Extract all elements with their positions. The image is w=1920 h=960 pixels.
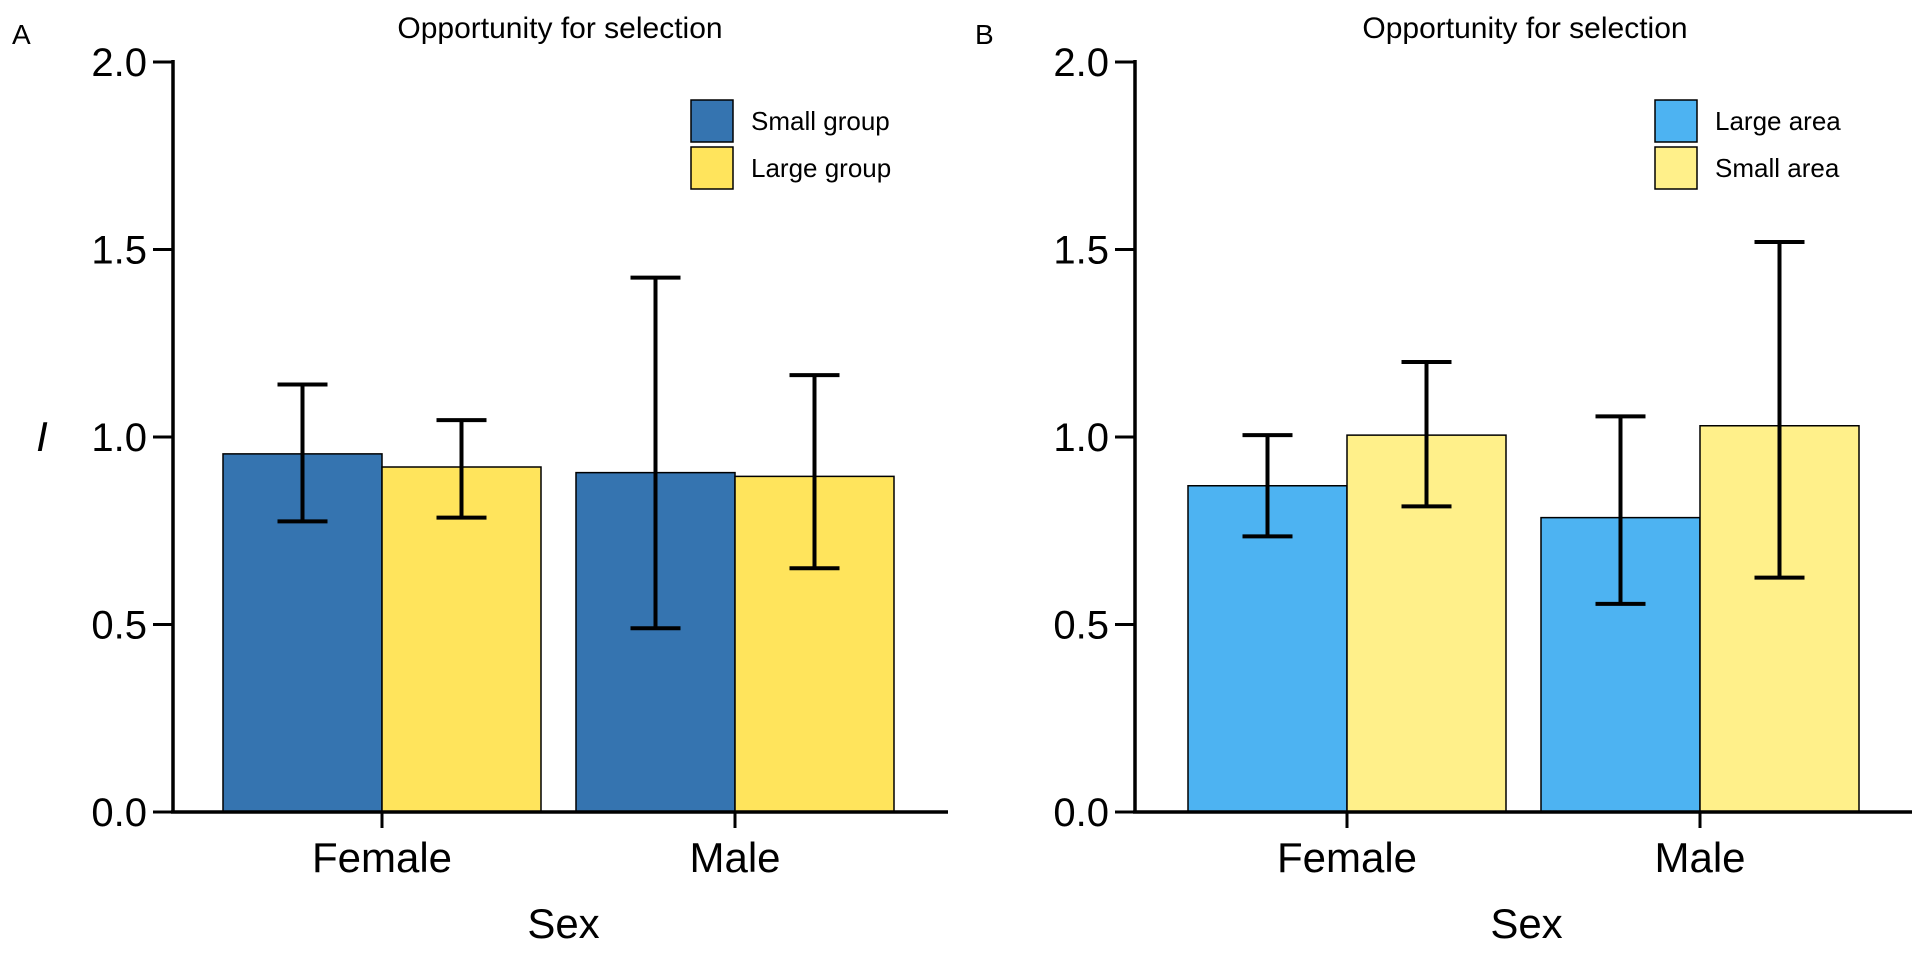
x-axis-title: Sex bbox=[527, 900, 599, 947]
y-axis-title: I bbox=[36, 413, 48, 460]
legend-swatch bbox=[1654, 99, 1698, 143]
y-tick-label: 0.5 bbox=[91, 604, 147, 648]
legend-label: Large group bbox=[751, 153, 891, 183]
y-tick-label: 1.5 bbox=[91, 229, 147, 273]
legend: Small group Large group bbox=[690, 99, 891, 190]
bar bbox=[381, 466, 542, 813]
legend-swatch bbox=[690, 146, 734, 190]
legend-label: Small group bbox=[751, 106, 890, 136]
legend-label: Small area bbox=[1715, 153, 1840, 183]
legend-swatch bbox=[690, 99, 734, 143]
y-tick-label: 0.0 bbox=[91, 791, 147, 835]
y-tick-label: 0.0 bbox=[1053, 791, 1109, 835]
legend-swatch bbox=[1654, 146, 1698, 190]
panel-letter: A bbox=[12, 19, 31, 50]
x-tick-label: Female bbox=[1277, 834, 1417, 881]
x-tick-label: Female bbox=[312, 834, 452, 881]
panel-a: A Opportunity for selection Sex I 0.0 0.5… bbox=[12, 12, 948, 947]
y-tick-label: 2.0 bbox=[1053, 41, 1109, 85]
y-tick-label: 0.5 bbox=[1053, 604, 1109, 648]
chart-title: Opportunity for selection bbox=[397, 12, 722, 45]
legend: Large area Small area bbox=[1654, 99, 1841, 190]
y-tick-label: 1.0 bbox=[91, 416, 147, 460]
y-tick-label: 2.0 bbox=[91, 41, 147, 85]
chart-title: Opportunity for selection bbox=[1362, 12, 1687, 45]
legend-label: Large area bbox=[1715, 106, 1841, 136]
panel-b: B Opportunity for selection Sex 0.0 0.5 1.… bbox=[975, 12, 1912, 947]
panel-letter: B bbox=[975, 19, 994, 50]
y-tick-label: 1.5 bbox=[1053, 229, 1109, 273]
x-tick-label: Male bbox=[689, 834, 780, 881]
x-tick-label: Male bbox=[1654, 834, 1745, 881]
x-axis-title: Sex bbox=[1490, 900, 1562, 947]
y-tick-label: 1.0 bbox=[1053, 416, 1109, 460]
